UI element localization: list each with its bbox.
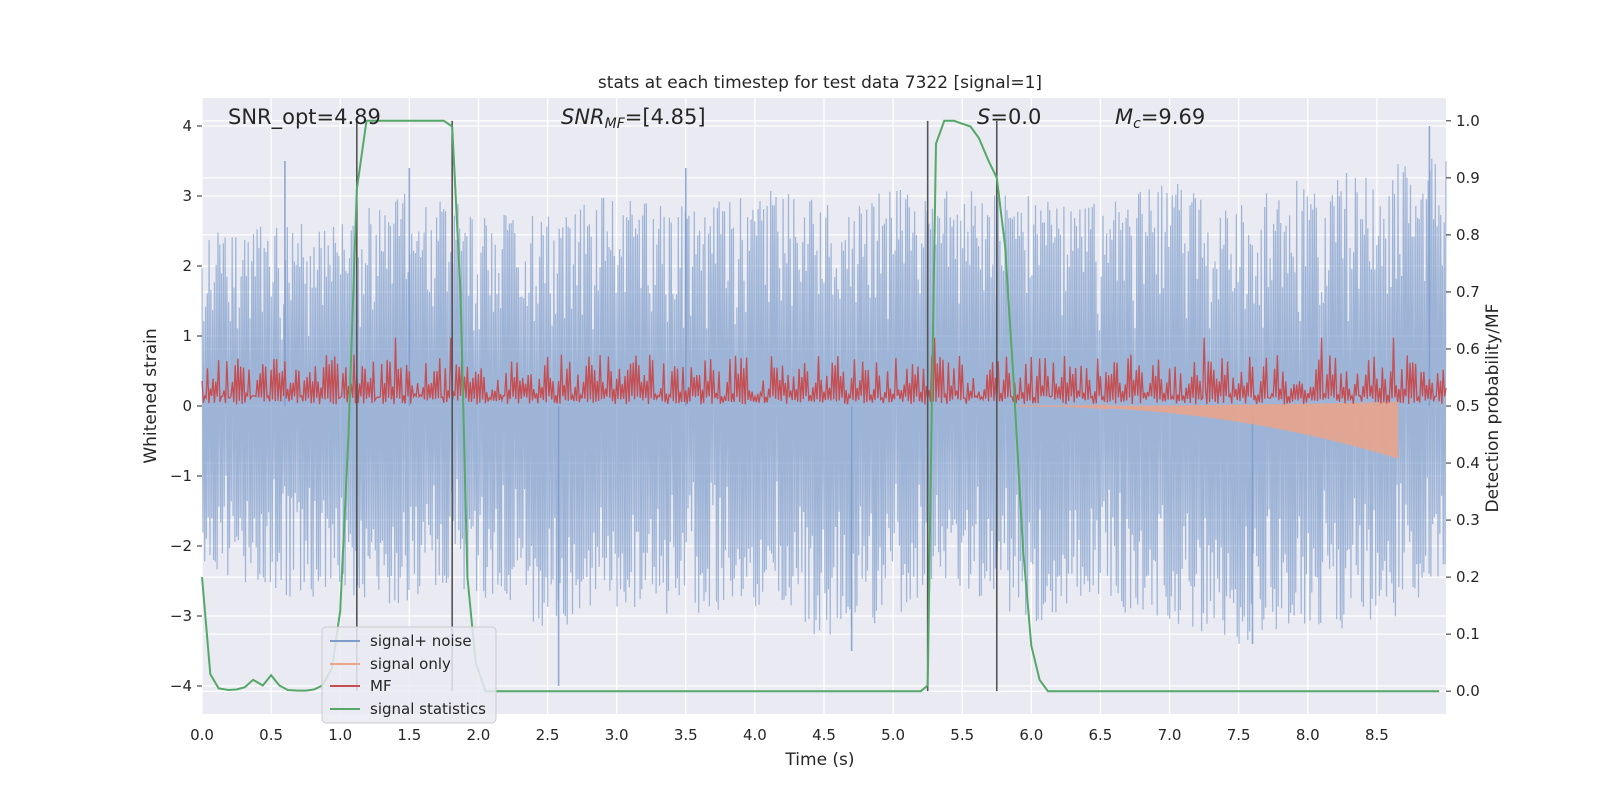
annotation-snr-mf: SNRMF=[4.85] [561,105,706,132]
legend: signal+ noise signal only MF signal stat… [321,626,497,724]
x-tick-label: 8.0 [1296,726,1320,744]
legend-label-signal-statistics: signal statistics [370,700,486,718]
y2-tick-label: 0.5 [1456,397,1480,415]
annotation-mc: Mc=9.69 [1115,105,1205,132]
signal-only-line [1017,401,1399,459]
x-tick-label: 3.0 [605,726,629,744]
x-tick-label: 0.5 [259,726,283,744]
x-tick-label: 7.5 [1227,726,1251,744]
y-tick-label: 2 [182,257,192,275]
y-tick-label: 0 [182,397,192,415]
signal-plus-noise-line [201,158,1447,644]
y-tick-label: 1 [182,327,192,345]
signal-plus-noise-series [201,126,1447,686]
legend-label-signal-only: signal only [370,655,451,673]
chart-title: stats at each timestep for test data 732… [598,73,1042,93]
y2-axis-label: Detection probability/MF [1483,304,1503,513]
y2-tick-label: 0.4 [1456,454,1480,472]
y2-tick-label: 0.9 [1456,169,1480,187]
axis-ticks: 0.0 0.5 1.0 1.5 2.0 2.5 3.0 3.5 4.0 4.5 5.0 5.5 6.0 6… [170,112,1480,744]
y2-tick-label: 1.0 [1456,112,1480,130]
y-tick-label: −1 [170,467,192,485]
y2-tick-label: 0.3 [1456,511,1480,529]
mf-line [201,337,1447,405]
x-tick-label: 2.5 [536,726,560,744]
x-tick-label: 1.5 [397,726,421,744]
y-tick-label: 4 [182,117,192,135]
x-tick-label: 7.0 [1158,726,1182,744]
y-tick-label: −4 [170,677,192,695]
y-axis-label: Whitened strain [141,328,161,463]
y2-tick-label: 0.1 [1456,625,1480,643]
x-tick-label: 5.0 [881,726,905,744]
x-tick-label: 6.5 [1089,726,1113,744]
legend-box [321,626,497,724]
y2-tick-label: 0.7 [1456,283,1480,301]
x-tick-label: 1.0 [328,726,352,744]
y-tick-label: −3 [170,607,192,625]
y-tick-label: 3 [182,187,192,205]
x-tick-label: 5.5 [950,726,974,744]
annotation-snr-opt: SNR_opt=4.89 [228,105,381,130]
x-axis-label: Time (s) [784,750,854,770]
x-tick-label: 6.0 [1019,726,1043,744]
annotation-s: S=0.0 [977,105,1041,129]
x-tick-label: 0.0 [190,726,214,744]
y2-tick-label: 0.0 [1456,682,1480,700]
x-tick-label: 4.0 [743,726,767,744]
y2-tick-label: 0.2 [1456,568,1480,586]
y-tick-label: −2 [170,537,192,555]
x-tick-label: 4.5 [812,726,836,744]
x-tick-label: 2.0 [467,726,491,744]
x-tick-label: 3.5 [674,726,698,744]
x-tick-label: 8.5 [1365,726,1389,744]
legend-label-signal-noise: signal+ noise [370,632,472,650]
legend-label-mf: MF [370,677,392,695]
signal-only-series [1017,401,1399,459]
y2-tick-label: 0.6 [1456,340,1480,358]
y2-tick-label: 0.8 [1456,226,1480,244]
mf-series [201,337,1447,405]
